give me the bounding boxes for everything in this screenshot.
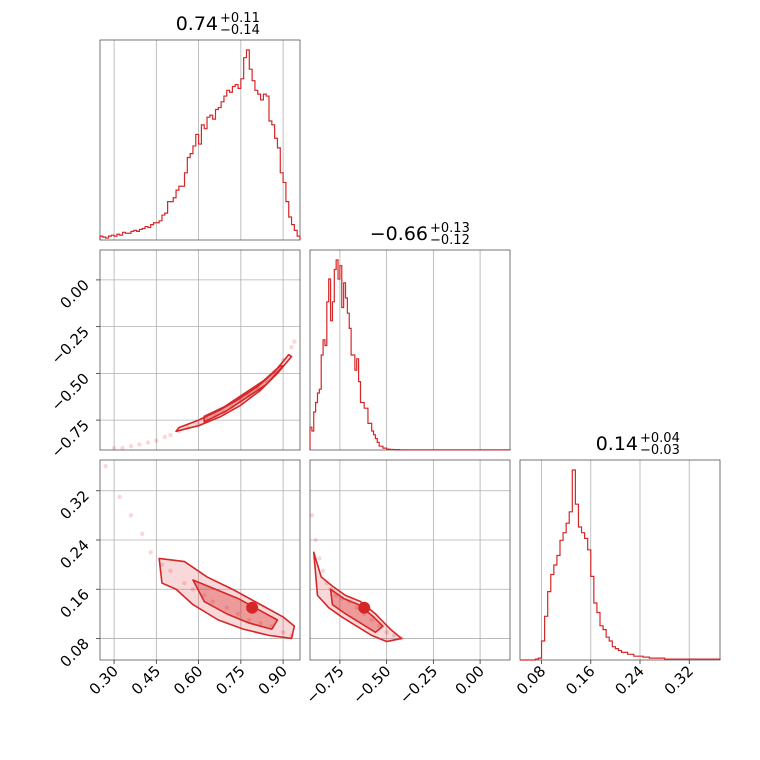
panel-2-2 <box>519 459 721 661</box>
title-plus: +0.04 <box>640 431 680 446</box>
y-tick-label: −0.25 <box>48 323 93 368</box>
sample-point <box>117 494 122 500</box>
sample-point <box>210 599 215 604</box>
joint-1-2 <box>309 513 404 643</box>
sample-point <box>168 568 173 573</box>
sample-point <box>320 568 326 573</box>
x-tick-label: 0.16 <box>562 662 598 698</box>
x-tick-label: 0.32 <box>661 662 697 698</box>
panel-frame <box>99 249 301 451</box>
sample-point <box>128 513 134 518</box>
sample-point <box>120 445 125 451</box>
sample-point <box>159 562 165 567</box>
x-tick-label: −0.75 <box>303 662 348 707</box>
contour-outer <box>175 353 293 433</box>
sample-point <box>148 550 153 555</box>
sample-point <box>384 630 389 635</box>
sample-point <box>289 344 294 350</box>
panel-frame <box>99 39 301 241</box>
x-tick-label: −0.25 <box>396 662 441 707</box>
sample-point <box>103 463 108 469</box>
y-tick-label: 0.24 <box>56 536 92 572</box>
sample-point <box>154 438 159 443</box>
histogram-param-2 <box>520 469 721 661</box>
y-tick-label: 0.32 <box>56 487 92 523</box>
sample-point <box>162 434 167 440</box>
title-median: 0.14 <box>596 433 638 455</box>
title-median: −0.66 <box>370 223 428 245</box>
panel-2-0 <box>99 459 301 661</box>
sample-point <box>292 339 297 344</box>
y-tick-label: −0.75 <box>48 416 93 461</box>
sample-point <box>137 442 142 447</box>
y-tick-label: 0.00 <box>56 276 92 312</box>
density-peak <box>246 601 259 614</box>
joint-0-2 <box>103 463 296 640</box>
sample-point <box>202 593 207 598</box>
sample-point <box>111 445 117 451</box>
title-median: 0.74 <box>176 13 218 35</box>
title-minus: −0.14 <box>220 23 260 38</box>
sample-point <box>235 611 241 617</box>
density-peak <box>358 601 371 614</box>
y-tick-label: 0.16 <box>56 585 92 621</box>
panel-frame <box>99 459 301 661</box>
title-plus: +0.11 <box>220 11 260 26</box>
contour-outer <box>158 557 296 640</box>
sample-point <box>280 630 286 635</box>
title-param-1: −0.66 +0.13−0.12 <box>370 221 470 248</box>
grid-2-1 <box>310 460 510 660</box>
sample-point <box>309 513 315 518</box>
y-tick-label: 0.08 <box>56 635 92 671</box>
sample-point <box>168 432 173 438</box>
sample-point <box>182 580 187 586</box>
joint-0-1 <box>111 339 297 451</box>
contour-inner <box>203 365 284 423</box>
sample-point <box>128 444 134 449</box>
title-minus: −0.12 <box>430 233 470 248</box>
x-tick-label: 0.00 <box>452 662 488 698</box>
panel-1-1 <box>309 249 511 451</box>
panel-1-0 <box>99 249 301 451</box>
panel-0-0 <box>99 39 301 241</box>
sample-point <box>247 617 252 623</box>
grid-1-0 <box>100 250 300 450</box>
sample-point <box>258 620 263 626</box>
title-param-0: 0.74 +0.11−0.14 <box>176 11 260 38</box>
sample-point <box>145 440 151 445</box>
title-minus: −0.03 <box>640 443 680 458</box>
grid-1-1 <box>339 250 481 450</box>
title-param-2: 0.14 +0.04−0.03 <box>596 431 680 458</box>
panel-frame <box>309 459 511 661</box>
grid-2-0 <box>100 460 300 660</box>
grid-2-2 <box>541 460 690 660</box>
contour-inner <box>192 579 279 631</box>
sample-point <box>224 605 229 610</box>
x-tick-label: 0.24 <box>611 662 647 698</box>
panel-2-1 <box>309 459 511 661</box>
sample-point <box>391 633 397 638</box>
x-tick-label: 0.75 <box>212 662 248 698</box>
sample-point <box>140 531 145 537</box>
sample-point <box>317 556 322 561</box>
histogram-param-0 <box>99 49 301 240</box>
sample-point <box>369 617 374 623</box>
sample-point <box>376 623 382 629</box>
title-plus: +0.13 <box>430 221 470 236</box>
panel-frame <box>519 459 721 661</box>
sample-point <box>313 537 318 543</box>
x-tick-label: 0.90 <box>255 662 291 698</box>
sample-point <box>354 605 359 610</box>
x-tick-label: 0.08 <box>513 662 549 698</box>
y-tick-label: −0.50 <box>48 369 93 414</box>
contour-inner <box>329 588 384 634</box>
x-tick-label: 0.45 <box>128 662 164 698</box>
sample-point <box>190 587 196 592</box>
x-tick-label: −0.50 <box>349 662 394 707</box>
x-tick-label: 0.30 <box>86 662 122 698</box>
contour-outer <box>312 551 403 643</box>
x-tick-label: 0.60 <box>170 662 206 698</box>
histogram-param-1 <box>309 259 511 451</box>
